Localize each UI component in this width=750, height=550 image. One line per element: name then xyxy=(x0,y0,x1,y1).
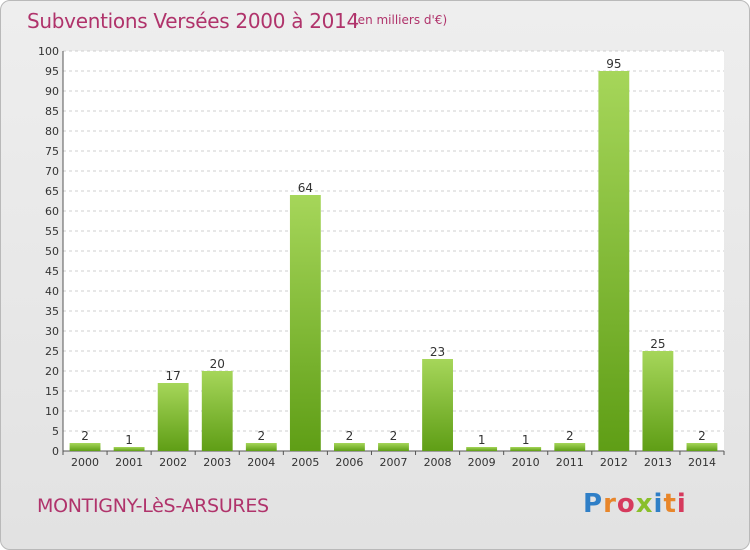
x-tick-label-2010: 2010 xyxy=(512,456,540,469)
y-tick-label: 95 xyxy=(45,65,59,78)
logo-letter: x xyxy=(635,489,654,519)
y-tick-label: 75 xyxy=(45,145,59,158)
bar-2013 xyxy=(642,351,674,451)
value-label-2012: 95 xyxy=(606,57,621,71)
value-label-2000: 2 xyxy=(81,429,89,443)
x-tick-label-2004: 2004 xyxy=(247,456,275,469)
y-tick-label: 0 xyxy=(52,445,59,458)
bar-2004 xyxy=(245,443,277,451)
value-label-2004: 2 xyxy=(257,429,265,443)
y-tick-label: 5 xyxy=(52,425,59,438)
value-label-2002: 17 xyxy=(166,369,181,383)
y-tick-label: 60 xyxy=(45,205,59,218)
y-tick-label: 50 xyxy=(45,245,59,258)
value-label-2003: 20 xyxy=(210,357,225,371)
bar-2011 xyxy=(554,443,586,451)
bar-2007 xyxy=(378,443,409,451)
y-tick-label: 30 xyxy=(45,325,59,338)
bar-2008 xyxy=(422,359,453,451)
y-tick-label: 20 xyxy=(45,365,59,378)
logo-letter: i xyxy=(676,489,687,519)
y-tick-label: 40 xyxy=(45,285,59,298)
bar-2009 xyxy=(466,447,498,451)
y-tick-label: 55 xyxy=(45,225,59,238)
logo-letter: t xyxy=(663,489,677,519)
logo-letter: r xyxy=(603,489,617,519)
x-tick-label-2013: 2013 xyxy=(644,456,672,469)
y-tick-label: 10 xyxy=(45,405,59,418)
y-tick-label: 65 xyxy=(45,185,59,198)
bar-2002 xyxy=(157,383,189,451)
chart-subtitle: (en milliers d'€) xyxy=(353,13,448,27)
y-tick-label: 80 xyxy=(45,125,59,138)
x-tick-label-2006: 2006 xyxy=(335,456,363,469)
y-tick-label: 25 xyxy=(45,345,59,358)
bar-2006 xyxy=(334,443,365,451)
value-label-2010: 1 xyxy=(522,433,530,447)
y-tick-label: 45 xyxy=(45,265,59,278)
value-label-2013: 25 xyxy=(650,337,665,351)
logo-letter: o xyxy=(616,489,636,519)
x-tick-label-2012: 2012 xyxy=(600,456,628,469)
proxiti-logo: Proxiti xyxy=(583,489,687,519)
value-label-2008: 23 xyxy=(430,345,445,359)
bar-2014 xyxy=(686,443,718,451)
x-tick-label-2002: 2002 xyxy=(159,456,187,469)
bar-2003 xyxy=(201,371,233,451)
logo-letter: P xyxy=(583,489,604,519)
value-label-2011: 2 xyxy=(566,429,574,443)
bar-2001 xyxy=(113,447,145,451)
value-label-2001: 1 xyxy=(125,433,133,447)
bar-2012 xyxy=(598,71,630,451)
chart-title: Subventions Versées 2000 à 2014 xyxy=(27,9,359,33)
y-tick-label: 85 xyxy=(45,105,59,118)
y-tick-label: 90 xyxy=(45,85,59,98)
town-name: MONTIGNY-LèS-ARSURES xyxy=(37,495,269,517)
bar-2005 xyxy=(289,195,321,451)
bar-2010 xyxy=(510,447,542,451)
value-label-2005: 64 xyxy=(298,181,313,195)
bar-chart: 0 5 10 15 20 25 30 35 40 45 50 55 60 65 70 75 80 85 90 95 10… xyxy=(38,45,725,469)
bar-2000 xyxy=(69,443,101,451)
x-tick-label-2011: 2011 xyxy=(556,456,584,469)
value-label-2009: 1 xyxy=(478,433,486,447)
y-tick-label: 35 xyxy=(45,305,59,318)
x-tick-label-2005: 2005 xyxy=(291,456,319,469)
x-tick-label-2009: 2009 xyxy=(468,456,496,469)
x-tick-label-2014: 2014 xyxy=(688,456,716,469)
value-label-2006: 2 xyxy=(346,429,354,443)
x-tick-label-2000: 2000 xyxy=(71,456,99,469)
x-tick-label-2001: 2001 xyxy=(115,456,143,469)
logo-letter: i xyxy=(653,489,664,519)
y-tick-label: 70 xyxy=(45,165,59,178)
x-tick-label-2008: 2008 xyxy=(424,456,452,469)
y-tick-label: 100 xyxy=(38,45,59,58)
x-tick-label-2003: 2003 xyxy=(203,456,231,469)
y-tick-label: 15 xyxy=(45,385,59,398)
x-tick-label-2007: 2007 xyxy=(380,456,408,469)
value-label-2014: 2 xyxy=(698,429,706,443)
value-label-2007: 2 xyxy=(390,429,398,443)
